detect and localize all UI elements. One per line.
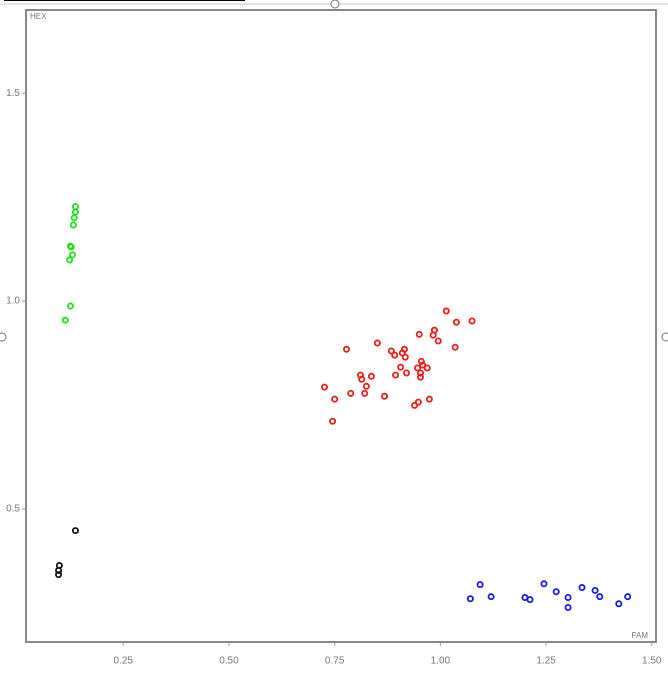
y-axis-label: HEX xyxy=(30,12,47,21)
y-tick-label: 1.0 xyxy=(6,296,20,307)
point xyxy=(564,603,572,611)
point xyxy=(362,382,370,390)
x-tick-label: 1.25 xyxy=(536,656,556,667)
point xyxy=(71,527,79,535)
point xyxy=(381,392,389,400)
point xyxy=(419,361,427,369)
x-tick-label: 0.75 xyxy=(325,656,345,667)
point xyxy=(414,364,422,372)
point xyxy=(66,256,74,264)
point xyxy=(367,372,375,380)
point xyxy=(361,389,369,397)
x-axis-label: FAM xyxy=(632,631,649,640)
point xyxy=(526,596,534,604)
point xyxy=(392,371,400,379)
point xyxy=(425,395,433,403)
point xyxy=(70,214,78,222)
y-tick-label: 0.5 xyxy=(6,504,20,515)
point xyxy=(468,317,476,325)
point xyxy=(401,353,409,361)
point xyxy=(391,351,399,359)
point xyxy=(321,383,329,391)
point xyxy=(415,330,423,338)
point xyxy=(61,316,69,324)
resize-handle[interactable] xyxy=(330,0,340,9)
point xyxy=(416,373,424,381)
point xyxy=(417,357,425,365)
point xyxy=(423,364,431,372)
resize-handle[interactable] xyxy=(661,332,668,342)
point xyxy=(451,343,459,351)
x-tick-label: 0.25 xyxy=(114,656,134,667)
y-tick-label: 1.5 xyxy=(6,88,20,99)
point xyxy=(358,375,366,383)
point xyxy=(452,318,460,326)
point xyxy=(342,345,350,353)
point xyxy=(624,593,632,601)
point xyxy=(476,581,484,589)
resize-handle[interactable] xyxy=(0,332,7,342)
point xyxy=(442,307,450,315)
point xyxy=(387,347,395,355)
point xyxy=(591,586,599,594)
point xyxy=(487,593,495,601)
point xyxy=(540,580,548,588)
point xyxy=(69,221,77,229)
point xyxy=(466,595,474,603)
point xyxy=(411,401,419,409)
point xyxy=(373,339,381,347)
point xyxy=(55,571,63,579)
point xyxy=(429,331,437,339)
x-tick-label: 1.00 xyxy=(431,656,451,667)
point xyxy=(552,588,560,596)
point xyxy=(69,251,77,259)
point xyxy=(329,417,337,425)
point xyxy=(414,398,422,406)
point xyxy=(416,369,424,377)
plot-area xyxy=(25,9,657,643)
point xyxy=(397,363,405,371)
point xyxy=(564,594,572,602)
point xyxy=(434,337,442,345)
x-tick-label: 1.50 xyxy=(642,656,662,667)
point xyxy=(347,389,355,397)
point xyxy=(578,584,586,592)
point xyxy=(615,600,623,608)
point xyxy=(67,243,75,251)
point xyxy=(596,593,604,601)
x-tick-label: 0.50 xyxy=(219,656,239,667)
point xyxy=(55,566,63,574)
point xyxy=(66,302,74,310)
point xyxy=(331,395,339,403)
point xyxy=(403,369,411,377)
